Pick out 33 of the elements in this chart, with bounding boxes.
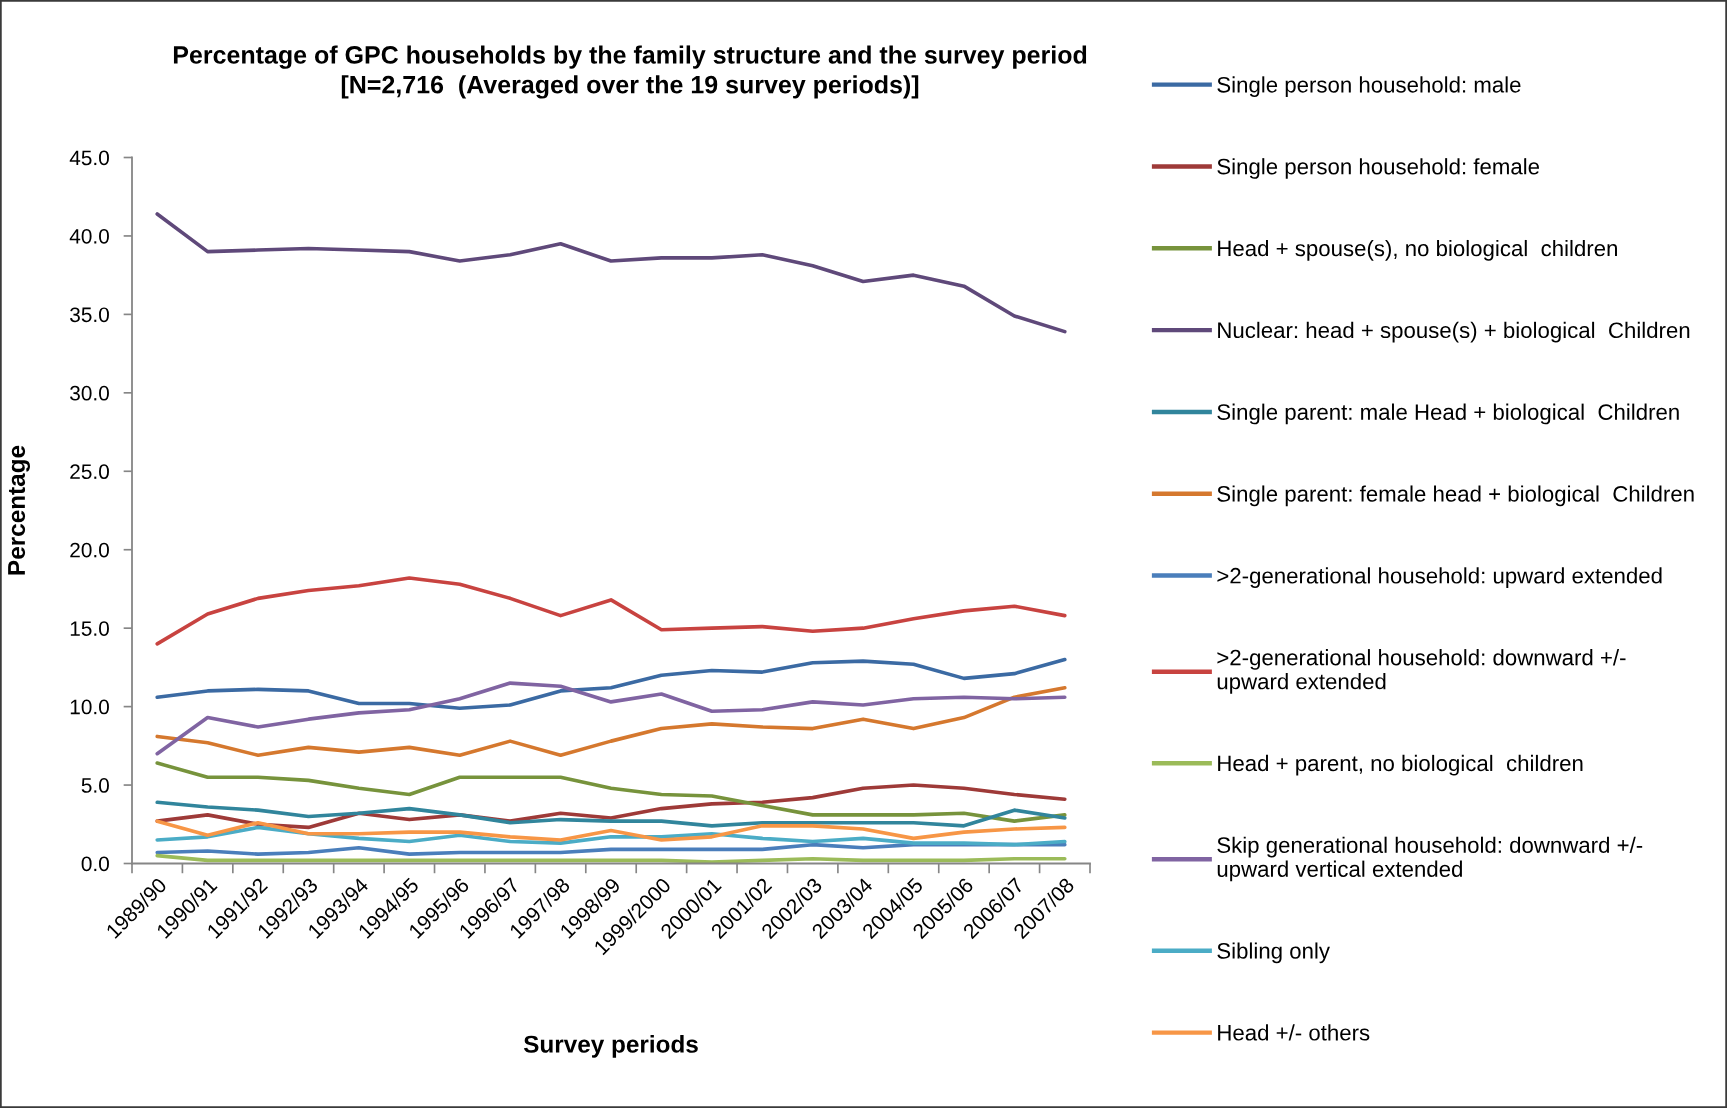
legend-label: Single parent: female head + biological Children [1217, 485, 1694, 507]
chart-title: Percentage of GPC households by the family structure and the survey period [N=2,716 (Averaged over the 19 survey periods)] [173, 45, 1087, 99]
legend-label: Sibling only [1217, 942, 1330, 964]
line-series [155, 576, 1067, 646]
y-tick-label: 30.0 [70, 385, 109, 401]
legend-label: Head + spouse(s), no biological children [1218, 239, 1617, 261]
legend-label: Single person household: male [1217, 76, 1521, 98]
legend-label: Single parent: male Head + biological Children [1217, 403, 1679, 425]
line-series [155, 212, 1067, 334]
legend-label: >2-generational household: upward extended [1217, 567, 1662, 588]
y-axis-title: Percentage [8, 445, 30, 575]
legend-label: Head +/- others [1218, 1024, 1370, 1041]
line-series [155, 800, 1067, 828]
line-series [155, 853, 1067, 864]
y-tick-label: 40.0 [69, 228, 109, 244]
legend-label: Single person household: female [1217, 158, 1540, 179]
y-tick-label: 20.0 [70, 542, 109, 558]
legend-label: Skip generational household: downward +/- upward vertical extended [1217, 836, 1643, 882]
y-tick-label: 45.0 [69, 150, 109, 166]
legend-label: >2-generational household: downward +/- upward extended [1217, 649, 1626, 694]
y-tick-label: 35.0 [70, 307, 109, 323]
x-axis-title: Survey periods [523, 1035, 698, 1058]
legend-label: Head + parent, no biological children [1218, 754, 1583, 776]
y-tick-label: 0.0 [81, 856, 109, 872]
line-series [155, 761, 1067, 823]
line-series [155, 825, 1067, 847]
y-tick-label: 25.0 [70, 464, 109, 480]
y-tick-label: 10.0 [70, 699, 109, 715]
y-tick-label: 15.0 [70, 621, 109, 636]
line-series [155, 819, 1067, 842]
legend-label: Nuclear: head + spouse(s) + biological Children [1218, 321, 1690, 343]
line-series [155, 657, 1067, 710]
y-tick-label: 5.0 [81, 778, 109, 793]
